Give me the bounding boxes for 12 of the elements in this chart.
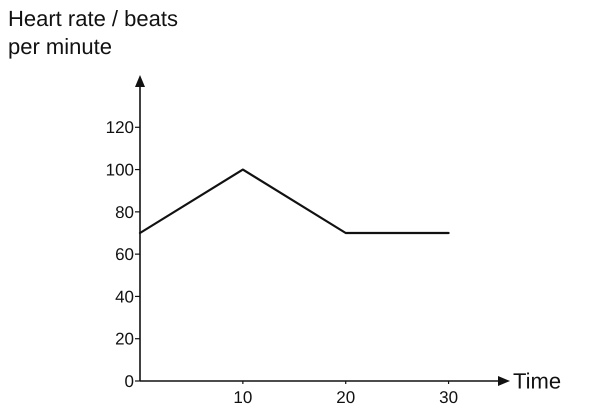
y-tick-label: 0: [124, 372, 134, 391]
x-tick-label: 10: [233, 388, 252, 407]
x-tick-label: 20: [336, 388, 356, 407]
y-tick-label: 40: [115, 287, 134, 306]
y-tick-label: 80: [115, 202, 134, 222]
y-tick-label: 100: [106, 160, 134, 180]
y-tick-label: 20: [115, 330, 134, 349]
x-axis-title: Time: [513, 368, 562, 394]
y-tick-label: 120: [106, 118, 134, 138]
y-tick-label: 60: [115, 245, 134, 264]
x-tick-label: 30: [439, 388, 458, 407]
y-axis-title: Heart rate / beats per minute: [8, 6, 178, 59]
